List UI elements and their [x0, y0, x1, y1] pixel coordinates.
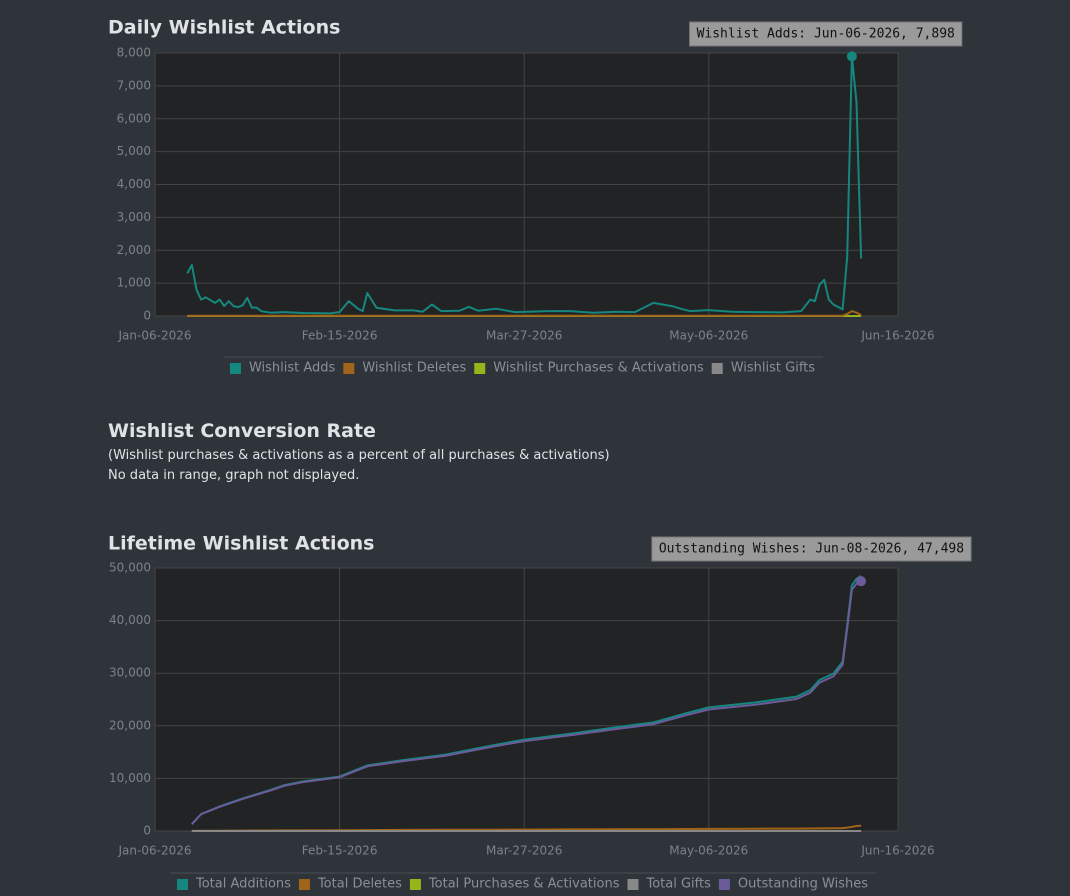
tooltip-text: Outstanding Wishes: Jun-08-2026, 47,498	[659, 542, 964, 557]
y-tick-label: 30,000	[109, 666, 151, 680]
legend-swatch	[718, 879, 730, 890]
legend-label: Wishlist Deletes	[362, 361, 466, 376]
highlight-point	[856, 576, 867, 587]
y-tick-label: 10,000	[109, 771, 151, 785]
highlight-point	[846, 51, 857, 62]
legend-label: Total Additions	[195, 877, 291, 892]
x-tick-label: Jan-06-2026	[118, 844, 192, 858]
legend-swatch	[409, 879, 421, 890]
y-tick-label: 3,000	[117, 210, 151, 224]
y-tick-label: 8,000	[117, 46, 151, 60]
legend: Wishlist Adds Wishlist Deletes Wishlist Pu…	[229, 361, 816, 376]
x-tick-label: Jun-16-2026	[860, 329, 934, 343]
y-tick-label: 0	[143, 309, 151, 323]
tooltip-box	[651, 536, 972, 562]
y-tick-label: 6,000	[117, 111, 151, 125]
y-tick-label: 1,000	[117, 276, 151, 290]
y-tick-label: 0	[143, 824, 151, 838]
legend-swatch	[711, 363, 723, 374]
legend-swatch	[176, 879, 188, 890]
y-tick-label: 4,000	[117, 177, 151, 191]
x-tick-label: May-06-2026	[669, 844, 748, 858]
y-tick-label: 50,000	[109, 561, 151, 575]
legend-swatch	[298, 879, 310, 890]
legend: Total Additions Total Deletes Total Purcha…	[176, 877, 868, 892]
x-tick-label: Mar-27-2026	[486, 844, 562, 858]
tooltip: Outstanding Wishes: Jun-08-2026, 47,498	[651, 536, 972, 562]
chart-title: Lifetime Wishlist Actions	[108, 533, 374, 555]
x-tick-label: Feb-15-2026	[302, 329, 378, 343]
legend-label: Total Gifts	[645, 877, 711, 892]
legend-label: Wishlist Purchases & Activations	[493, 361, 704, 376]
subtitle: (Wishlist purchases & activations as a p…	[108, 448, 610, 463]
note: No data in range, graph not displayed.	[108, 468, 360, 483]
x-tick-label: Mar-27-2026	[486, 329, 562, 343]
chart-title: Daily Wishlist Actions	[108, 17, 340, 39]
series-line	[186, 55, 863, 315]
legend-swatch	[343, 363, 355, 374]
tooltip-text: Wishlist Adds: Jun-06-2026, 7,898	[697, 27, 955, 42]
x-tick-label: Jun-16-2026	[860, 844, 934, 858]
y-tick-label: 2,000	[117, 243, 151, 257]
conversion-section: Wishlist Conversion Rate (Wishlist purch…	[108, 420, 610, 486]
legend-label: Outstanding Wishes	[738, 877, 868, 892]
y-tick-label: 7,000	[117, 78, 151, 92]
series-line	[187, 310, 862, 317]
tooltip: Wishlist Adds: Jun-06-2026, 7,898	[689, 21, 963, 47]
legend-label: Wishlist Gifts	[731, 361, 816, 376]
x-tick-label: May-06-2026	[669, 329, 748, 343]
section-title: Wishlist Conversion Rate	[108, 420, 376, 442]
y-tick-label: 5,000	[117, 144, 151, 158]
legend-swatch	[229, 363, 241, 374]
y-tick-label: 20,000	[109, 718, 151, 732]
x-tick-label: Feb-15-2026	[302, 844, 378, 858]
legend-label: Total Purchases & Activations	[428, 877, 620, 892]
y-tick-label: 40,000	[109, 613, 151, 627]
legend-label: Total Deletes	[317, 877, 402, 892]
series-line	[191, 580, 862, 825]
legend-swatch	[474, 363, 486, 374]
legend-label: Wishlist Adds	[249, 361, 336, 376]
x-tick-label: Jan-06-2026	[118, 329, 192, 343]
tooltip-box	[689, 21, 963, 47]
legend-swatch	[627, 879, 639, 890]
